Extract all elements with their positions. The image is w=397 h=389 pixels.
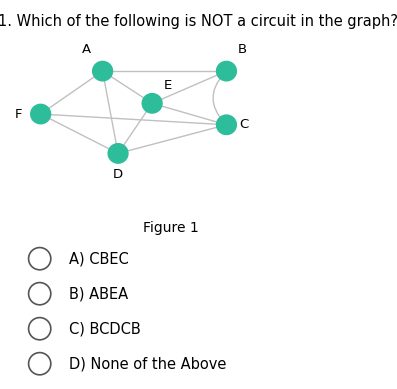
Text: A: A [82,43,91,56]
Circle shape [142,94,162,113]
Text: D: D [113,168,123,181]
Circle shape [216,61,236,81]
Circle shape [108,144,128,163]
Text: 1. Which of the following is NOT a circuit in the graph?: 1. Which of the following is NOT a circu… [0,14,397,29]
Text: C) BCDCB: C) BCDCB [69,321,141,336]
Text: C: C [240,118,249,131]
Circle shape [216,115,236,135]
FancyArrowPatch shape [213,73,225,123]
Text: A) CBEC: A) CBEC [69,251,129,266]
Text: F: F [15,107,23,121]
Circle shape [93,61,112,81]
Circle shape [31,104,50,124]
Text: B) ABEA: B) ABEA [69,286,129,301]
Text: B: B [238,43,247,56]
Text: E: E [164,79,172,92]
Text: D) None of the Above: D) None of the Above [69,356,227,371]
Text: Figure 1: Figure 1 [143,221,198,235]
